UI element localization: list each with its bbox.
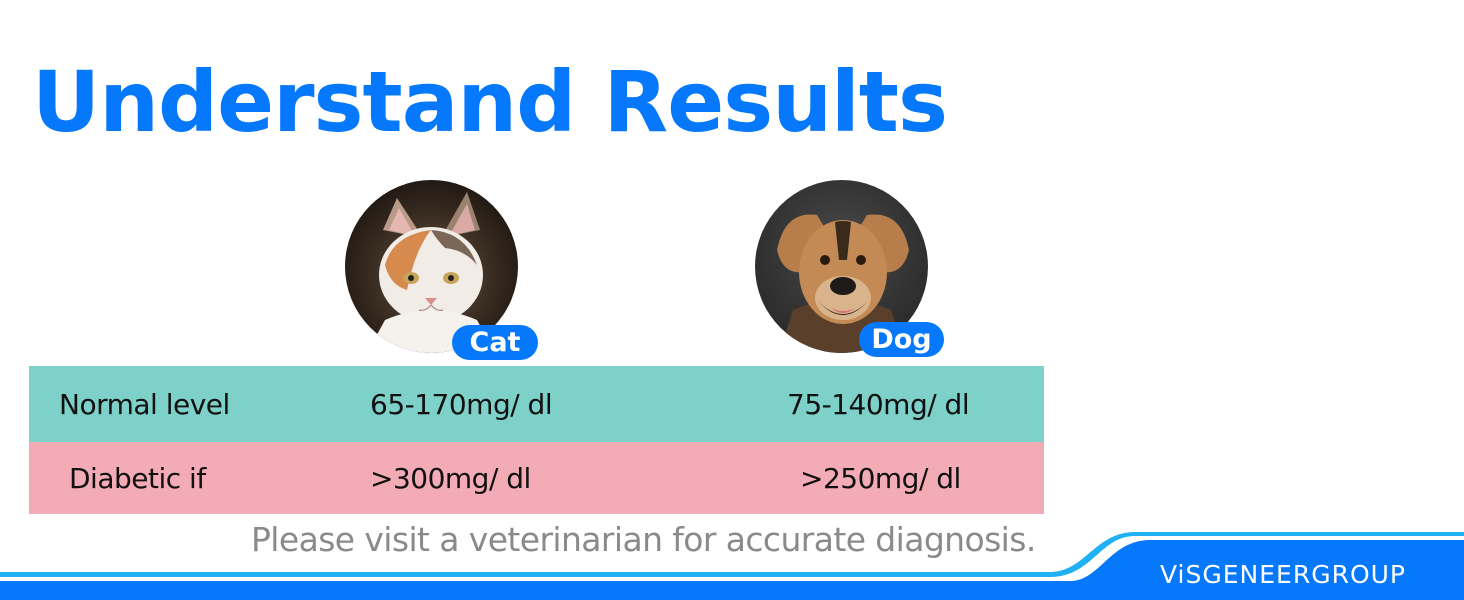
cat-value: 65-170mg/ dl [370, 387, 553, 421]
dog-value: >250mg/ dl [800, 461, 961, 495]
table-row-normal-level: Normal level 65-170mg/ dl 75-140mg/ dl [29, 366, 1044, 442]
dog-value: 75-140mg/ dl [787, 387, 970, 421]
cat-value: >300mg/ dl [370, 461, 531, 495]
footer-wave-decoration [0, 532, 1464, 600]
cat-photo-icon [345, 180, 518, 353]
glucose-levels-table: Normal level 65-170mg/ dl 75-140mg/ dl D… [29, 366, 1044, 514]
table-row-diabetic-if: Diabetic if >300mg/ dl >250mg/ dl [29, 442, 1044, 514]
page-title: Understand Results [32, 53, 948, 151]
dog-label-badge: Dog [859, 322, 944, 357]
brand-logo: ViSGENEERGROUP [1160, 560, 1406, 589]
row-label: Normal level [59, 387, 230, 421]
disclaimer-note: Please visit a veterinarian for accurate… [251, 520, 1036, 559]
row-label: Diabetic if [69, 461, 206, 495]
cat-label-badge: Cat [452, 325, 538, 360]
